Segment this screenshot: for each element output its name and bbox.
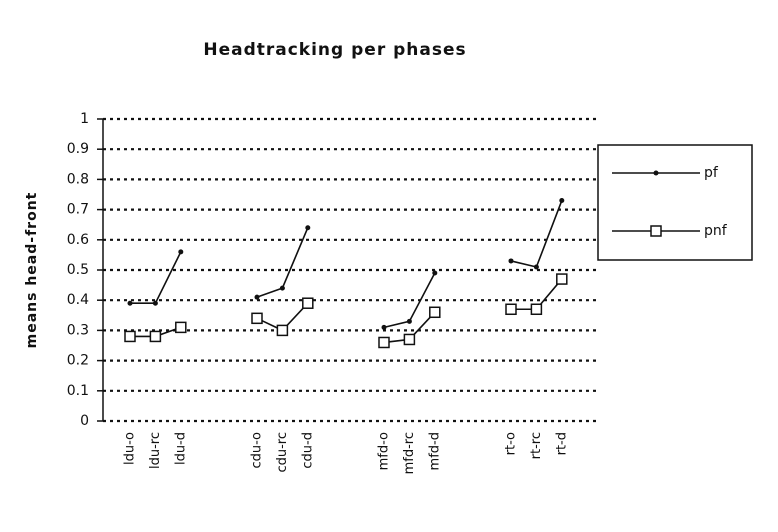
x-tick-label: rt-rc: [529, 432, 544, 459]
marker: [251, 312, 263, 325]
series-line: [130, 251, 182, 305]
marker: [403, 333, 416, 346]
y-axis-label: means head-front: [24, 192, 40, 349]
marker: [276, 324, 289, 337]
legend-box: [597, 144, 753, 261]
x-tick-label: cdu-d: [300, 432, 315, 469]
chart-title: Headtracking per phases: [203, 40, 466, 60]
y-tick-label: 0.3: [67, 322, 89, 338]
marker: [305, 225, 311, 231]
marker: [556, 273, 568, 285]
marker: [178, 249, 184, 255]
marker: [381, 324, 387, 330]
legend-label: pnf: [704, 223, 728, 239]
marker: [432, 270, 438, 276]
x-tick-label: cdu-o: [250, 432, 265, 469]
y-tick-label: 0.4: [67, 292, 89, 308]
marker: [279, 285, 285, 291]
marker: [508, 258, 514, 264]
marker: [378, 336, 390, 349]
x-tick-label: mfd-d: [427, 432, 442, 470]
marker: [149, 330, 162, 343]
marker: [505, 303, 517, 316]
y-tick-label: 1: [80, 111, 89, 127]
y-tick-label: 0.8: [67, 171, 89, 187]
marker: [429, 306, 441, 319]
marker: [302, 297, 314, 309]
marker: [559, 198, 565, 204]
y-tick-label: 0.2: [67, 353, 89, 369]
legend-marker: [650, 225, 662, 237]
marker: [175, 321, 187, 334]
marker: [254, 294, 260, 300]
marker: [406, 318, 412, 324]
y-tick-label: 0.9: [67, 141, 89, 157]
x-tick-label: rt-d: [554, 432, 569, 455]
legend-label: pf: [704, 165, 719, 181]
marker: [152, 300, 158, 306]
x-tick-label: ldu-d: [173, 432, 188, 465]
marker: [533, 264, 539, 270]
x-tick-label: ldu-o: [123, 432, 138, 465]
x-tick-label: mfd-rc: [402, 432, 417, 474]
y-tick-label: 0.1: [67, 383, 89, 399]
marker: [124, 330, 136, 343]
marker: [530, 303, 543, 316]
marker: [127, 300, 133, 306]
x-tick-label: cdu-rc: [275, 432, 290, 473]
x-tick-label: ldu-rc: [148, 432, 163, 469]
y-tick-label: 0: [80, 413, 89, 429]
legend-marker: [653, 170, 659, 176]
y-tick-label: 0.7: [67, 202, 89, 218]
y-tick-label: 0.5: [67, 262, 89, 278]
x-tick-label: mfd-o: [377, 432, 392, 470]
y-tick-label: 0.6: [67, 232, 89, 248]
x-tick-label: rt-o: [504, 432, 519, 455]
